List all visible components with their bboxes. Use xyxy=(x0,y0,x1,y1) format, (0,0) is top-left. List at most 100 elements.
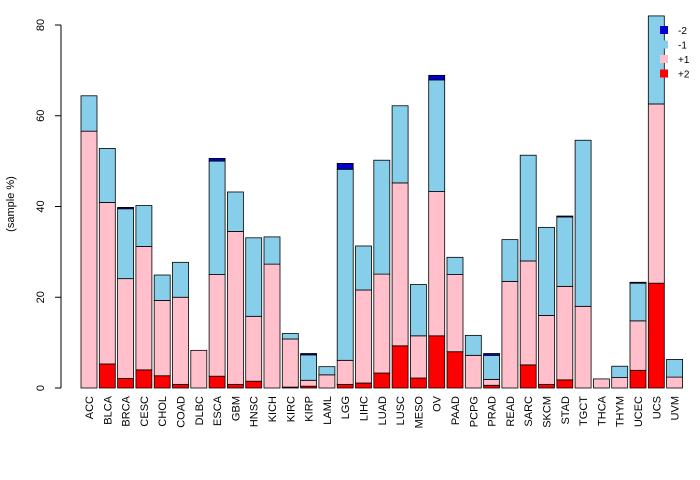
bar-segment-kirp-minus1 xyxy=(300,354,318,381)
bar-stack-read xyxy=(501,239,519,389)
bar-stack-thca xyxy=(593,378,610,389)
bar-segment-kirp-plus1 xyxy=(300,379,318,387)
x-tick-label: UCEC xyxy=(633,396,645,427)
bar-stack-laml xyxy=(318,366,336,389)
bar-segment-coad-minus1 xyxy=(172,261,189,298)
bar-segment-lihc-plus2 xyxy=(355,382,372,389)
y-tick-label: 20 xyxy=(35,291,47,303)
x-tick-label: STAD xyxy=(560,396,572,425)
x-tick-label: TGCT xyxy=(578,396,590,426)
bar-stack-dlbc xyxy=(190,349,208,389)
bar-segment-blca-plus2 xyxy=(98,363,116,389)
x-tick-label: COAD xyxy=(176,396,188,428)
bar-segment-acc-minus1 xyxy=(80,95,98,132)
bar-segment-lgg-plus2 xyxy=(336,383,354,389)
x-tick-label: THYM xyxy=(615,396,627,427)
bar-segment-chol-plus1 xyxy=(153,300,171,377)
bar-segment-brca-plus1 xyxy=(117,278,134,379)
bar-stack-kirp xyxy=(300,353,318,389)
bar-segment-uvm-plus1 xyxy=(666,376,683,389)
x-tick-label: UVM xyxy=(670,396,682,420)
bar-segment-kich-plus1 xyxy=(263,263,281,389)
bar-segment-esca-plus1 xyxy=(208,274,226,377)
x-tick-label: OV xyxy=(432,395,444,412)
bar-segment-acc-plus1 xyxy=(80,130,98,389)
bar-segment-lusc-minus1 xyxy=(391,105,409,184)
bar-segment-ov-plus1 xyxy=(428,191,446,337)
x-tick-label: READ xyxy=(505,396,517,427)
bar-segment-read-plus1 xyxy=(501,280,519,389)
x-tick-label: ACC xyxy=(84,396,96,419)
bar-stack-acc xyxy=(80,95,98,389)
y-axis-title: (sample %) xyxy=(5,176,17,232)
bar-stack-brca xyxy=(117,207,134,389)
bar-segment-pcpg-minus1 xyxy=(464,334,482,356)
bar-segment-stad-minus1 xyxy=(556,216,574,287)
bar-segment-read-minus1 xyxy=(501,239,519,282)
bar-stack-gbm xyxy=(226,191,244,389)
x-tick-label: CHOL xyxy=(157,396,169,427)
bar-stack-tgct xyxy=(574,139,592,389)
bar-segment-prad-minus1 xyxy=(483,354,501,380)
bar-segment-paad-minus1 xyxy=(446,256,464,275)
bar-stack-sarc xyxy=(519,154,537,389)
bar-segment-ucs-plus1 xyxy=(647,103,665,284)
legend-label: -2 xyxy=(678,26,687,37)
x-tick-label: PAAD xyxy=(450,396,462,425)
bar-segment-ucec-plus2 xyxy=(629,369,647,389)
bar-segment-stad-minus2 xyxy=(556,215,574,218)
bar-stack-cesc xyxy=(135,205,153,389)
bar-segment-ov-minus2 xyxy=(428,74,446,81)
bar-segment-hnsc-plus2 xyxy=(245,380,263,389)
bar-stack-ov xyxy=(428,74,446,389)
bar-stack-lusc xyxy=(391,105,409,389)
x-tick-label: CESC xyxy=(139,396,151,427)
bar-segment-hnsc-minus1 xyxy=(245,237,263,317)
x-tick-label: KICH xyxy=(267,396,279,422)
bar-segment-hnsc-plus1 xyxy=(245,315,263,382)
bar-segment-kirc-plus1 xyxy=(281,338,299,388)
bar-segment-luad-plus2 xyxy=(373,372,391,389)
bar-stack-hnsc xyxy=(245,237,263,389)
bar-stack-luad xyxy=(373,159,391,389)
legend-swatch xyxy=(660,55,668,63)
bar-segment-ucec-minus2 xyxy=(629,281,647,284)
bar-segment-esca-minus2 xyxy=(208,158,226,162)
legend-label: +2 xyxy=(678,70,690,81)
bar-segment-blca-minus1 xyxy=(98,148,116,203)
bar-segment-meso-plus1 xyxy=(409,335,427,379)
bar-stack-chol xyxy=(153,274,171,389)
x-tick-label: PRAD xyxy=(487,396,499,427)
bar-stack-ucec xyxy=(629,281,647,389)
x-tick-label: MESO xyxy=(413,396,425,429)
bar-stack-blca xyxy=(98,148,116,389)
y-tick-label: 0 xyxy=(35,385,47,391)
y-tick-label: 80 xyxy=(35,19,47,31)
bar-stacks xyxy=(80,15,683,389)
bar-stack-pcpg xyxy=(464,334,482,389)
bar-segment-laml-minus1 xyxy=(318,366,336,376)
bar-segment-sarc-plus2 xyxy=(519,364,537,389)
bar-segment-lgg-minus2 xyxy=(336,162,354,170)
bar-segment-cesc-plus2 xyxy=(135,369,153,389)
bar-segment-skcm-minus1 xyxy=(538,226,555,316)
bar-segment-ucec-minus1 xyxy=(629,282,647,322)
legend-swatch xyxy=(660,69,668,78)
bar-segment-ov-plus2 xyxy=(428,335,446,389)
x-tick-label: DLBC xyxy=(194,396,206,425)
x-tick-label: PCPG xyxy=(468,396,480,427)
bar-segment-stad-plus1 xyxy=(556,285,574,381)
bar-segment-thca-plus1 xyxy=(593,378,610,389)
bar-segment-coad-plus2 xyxy=(172,383,189,389)
bar-segment-ucec-plus1 xyxy=(629,320,647,371)
x-tick-label: HNSC xyxy=(249,396,261,427)
bar-segment-brca-minus1 xyxy=(117,208,134,280)
x-tick-label: BRCA xyxy=(121,395,133,426)
bar-segment-cesc-minus1 xyxy=(135,205,153,247)
bar-segment-chol-minus1 xyxy=(153,274,171,301)
legend-swatch xyxy=(660,40,668,49)
bar-segment-gbm-minus1 xyxy=(226,191,244,232)
bar-segment-coad-plus1 xyxy=(172,296,189,385)
bar-stack-uvm xyxy=(666,359,683,389)
